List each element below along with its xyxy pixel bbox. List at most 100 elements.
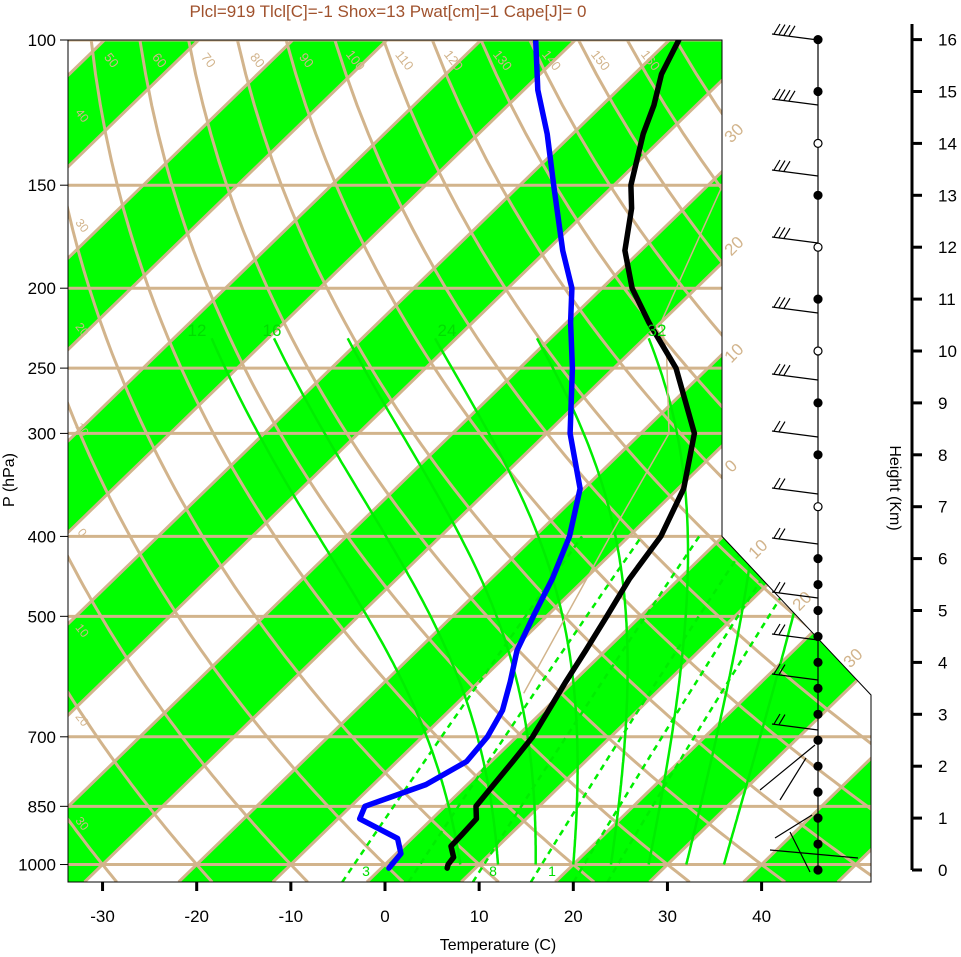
dry-adiabat (68, 40, 214, 882)
dry-adiabat (333, 40, 871, 882)
wind-barb (771, 169, 819, 177)
wind-barb-flag (773, 296, 781, 308)
height-tick-label: 3 (938, 705, 947, 724)
wind-barb-flag (783, 89, 791, 101)
isotherm-line (68, 40, 859, 882)
height-tick-label: 5 (938, 602, 947, 621)
isotherm-line (68, 40, 388, 882)
isotherm-band (68, 40, 764, 882)
y-axis: 100 150 200 250 300 400 500 700 850 1000 (18, 31, 68, 875)
isotherm-label: 20 (789, 588, 816, 615)
wind-dot (813, 865, 823, 875)
wind-barb-flag (773, 159, 781, 171)
height-tick-label: 0 (938, 861, 947, 880)
isotherm-line (68, 40, 483, 882)
moist-adiabat (272, 337, 500, 865)
y-tick-label: 400 (28, 527, 56, 546)
wind-barb (771, 306, 819, 314)
wind-barb (771, 33, 819, 41)
wind-barb-flag (773, 527, 781, 539)
wind-barb-flag (778, 89, 786, 100)
mixing-ratio-label: 3 (362, 863, 370, 879)
wind-barb-flag (788, 90, 796, 102)
wind-dot (813, 502, 823, 512)
isotherm-line (68, 40, 577, 882)
isotherm-band (68, 40, 387, 882)
wind-barb-flag (778, 421, 786, 432)
wind-barb-flag (778, 478, 786, 489)
x-axis-label: Temperature (C) (440, 937, 556, 954)
x-tick-label: 30 (658, 907, 677, 926)
wind-barb (774, 814, 813, 839)
isotherm-line (68, 40, 294, 882)
wind-barb (771, 633, 819, 641)
wind-barb (771, 591, 819, 599)
height-tick-label: 6 (938, 550, 947, 569)
height-axis-label: Height (Km) (886, 445, 903, 530)
mixing-ratio-label: 32 (648, 321, 667, 340)
wind-dot (813, 450, 823, 460)
wind-barb-flag (773, 363, 781, 375)
wind-barb-flag (773, 420, 781, 432)
isotherm-label: 10 (721, 340, 748, 367)
x-tick-label: 20 (564, 907, 583, 926)
wind-barb (771, 430, 819, 438)
wind-dot (813, 761, 823, 771)
isotherm-label: 10 (745, 536, 772, 563)
isotherm-label: 70 (198, 50, 219, 71)
wind-barb (771, 723, 819, 731)
wind-barb-flag (778, 664, 786, 675)
wind-barb-flag (773, 663, 781, 675)
y-tick-label: 500 (28, 607, 56, 626)
wind-dot (813, 579, 823, 590)
wind-barb (769, 849, 859, 859)
temperature-profile (444, 40, 698, 871)
x-tick-label: -20 (184, 907, 209, 926)
wind-barb-flag (783, 24, 791, 36)
wind-dot (813, 138, 823, 148)
wind-barb-flag (773, 581, 781, 593)
wind-dot (813, 709, 823, 719)
wind-barb (771, 537, 819, 545)
mixing-ratio-label: 8 (489, 863, 497, 879)
wind-barb-flag (783, 297, 791, 309)
height-tick-label: 1 (938, 809, 947, 828)
mixing-ratio-line (606, 535, 821, 882)
y-axis-label: P (hPa) (1, 453, 18, 507)
mixing-ratio-line (572, 535, 791, 882)
wind-dot (813, 605, 823, 616)
plot-area (68, 40, 871, 882)
wind-barb (771, 673, 819, 681)
wind-barb-flag (773, 623, 781, 635)
dry-adiabat (479, 40, 871, 882)
wind-barb-flag (773, 226, 781, 238)
dry-adiabat (68, 40, 118, 882)
isotherm-label: 110 (392, 47, 417, 73)
height-tick-label: 2 (938, 757, 947, 776)
wind-dot (813, 813, 823, 823)
dry-adiabat (68, 40, 500, 882)
mixing-ratio-label: 12 (188, 321, 207, 340)
chart-title: Plcl=919 Tlcl[C]=-1 Shox=13 Pwat[cm]=1 C… (189, 2, 586, 21)
dry-adiabat (869, 40, 871, 882)
plot-frame (67, 39, 872, 883)
isotherm-label: 0 (721, 456, 741, 476)
wind-dot (813, 839, 823, 849)
wind-barb (779, 757, 807, 801)
wind-barb-flag (778, 227, 786, 238)
dry-adiabat (68, 40, 405, 882)
height-tick-label: 11 (938, 290, 956, 309)
x-tick-label: -10 (279, 907, 304, 926)
wind-barb-flag (788, 25, 796, 37)
x-tick-label: 0 (380, 907, 389, 926)
height-tick-label: 7 (938, 498, 947, 517)
wind-barb (771, 487, 819, 495)
wind-barb-flag (778, 528, 786, 539)
isotherm-line (68, 40, 671, 882)
wind-barb-flag (778, 624, 786, 635)
isotherm-line (68, 40, 765, 882)
isotherm-label: 30 (73, 216, 92, 235)
wind-barb-flag (773, 88, 781, 100)
